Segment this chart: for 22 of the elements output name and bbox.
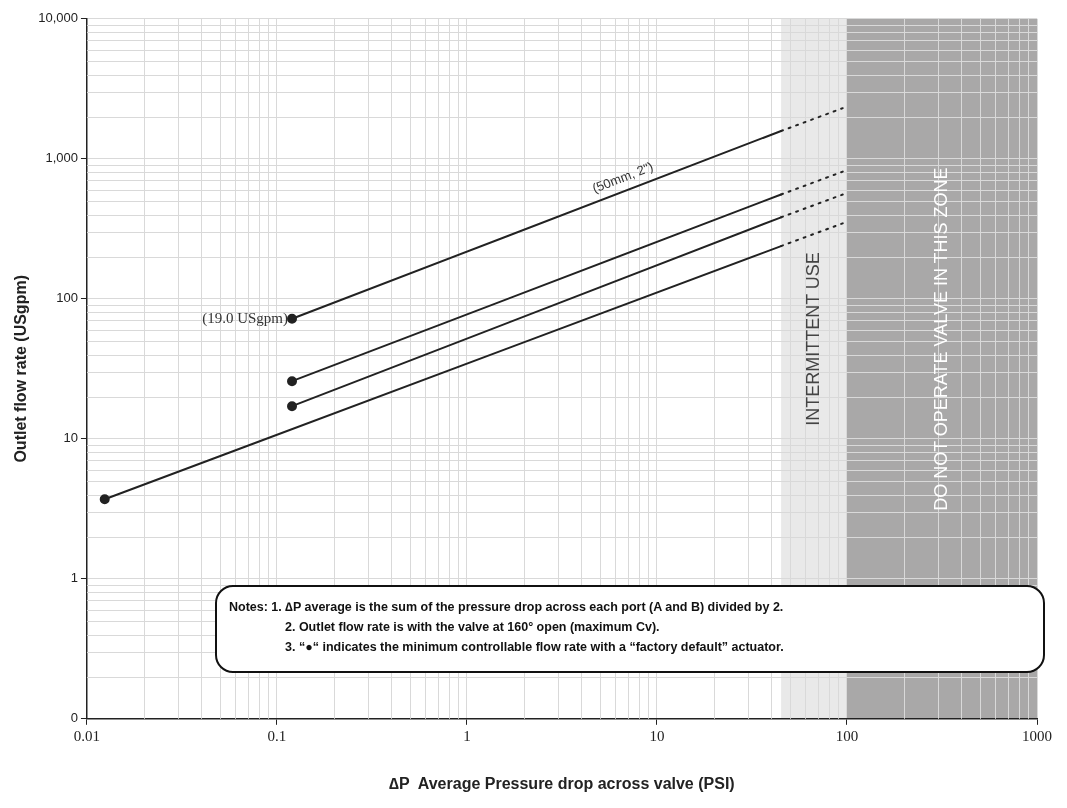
annotation: 3. “●“ indicates the minimum controllable flow rate with a “factory default” actuator. [284, 639, 785, 656]
x-tick-label: 0.01 [73, 727, 101, 744]
annotation: (19.0 USgpm) [202, 309, 289, 327]
y-tick-label: 100 [56, 290, 78, 306]
y-tick-label: 10 [63, 430, 78, 446]
annotation: 2. Outlet flow rate is with the valve at 160° open (maximum Cv). [284, 619, 661, 636]
y-tick-label: 1,000 [45, 150, 78, 166]
x-tick-label: 0.1 [267, 727, 287, 744]
y-tick-label: 0 [70, 710, 78, 726]
x-tick-label: 100 [835, 727, 859, 744]
y-axis-title: Outlet flow rate (USgpm) [12, 275, 30, 463]
y-tick-label: 10,000 [38, 10, 78, 26]
notes-panel: Notes: 1. ∆P average is the sum of the pressure drop across each port (A and B) divided by 2. 2. Outlet flow rate is with the valve at 160° open (maximum Cv). 3. “●“ indicates the minimum controllable flow rate with a “factory default” actuator. [215, 585, 1045, 673]
annotation: Notes: 1. ∆P average is the sum of the pressure drop across each port (A and B) divided by 2. [229, 599, 785, 616]
band-label: DO NOT OPERATE VALVE IN THIS ZONE [930, 167, 951, 511]
band-label: INTERMITTENT USE [803, 252, 824, 426]
x-tick-label: 1 [463, 727, 471, 744]
x-tick-label: 10 [649, 727, 665, 744]
x-axis-title: ∆P Average Pressure drop across valve (PSI) [389, 774, 735, 792]
y-tick-label: 1 [70, 570, 78, 586]
annotation: (50mm, 2") [590, 158, 656, 196]
x-tick-label: 1000 [1022, 727, 1052, 744]
